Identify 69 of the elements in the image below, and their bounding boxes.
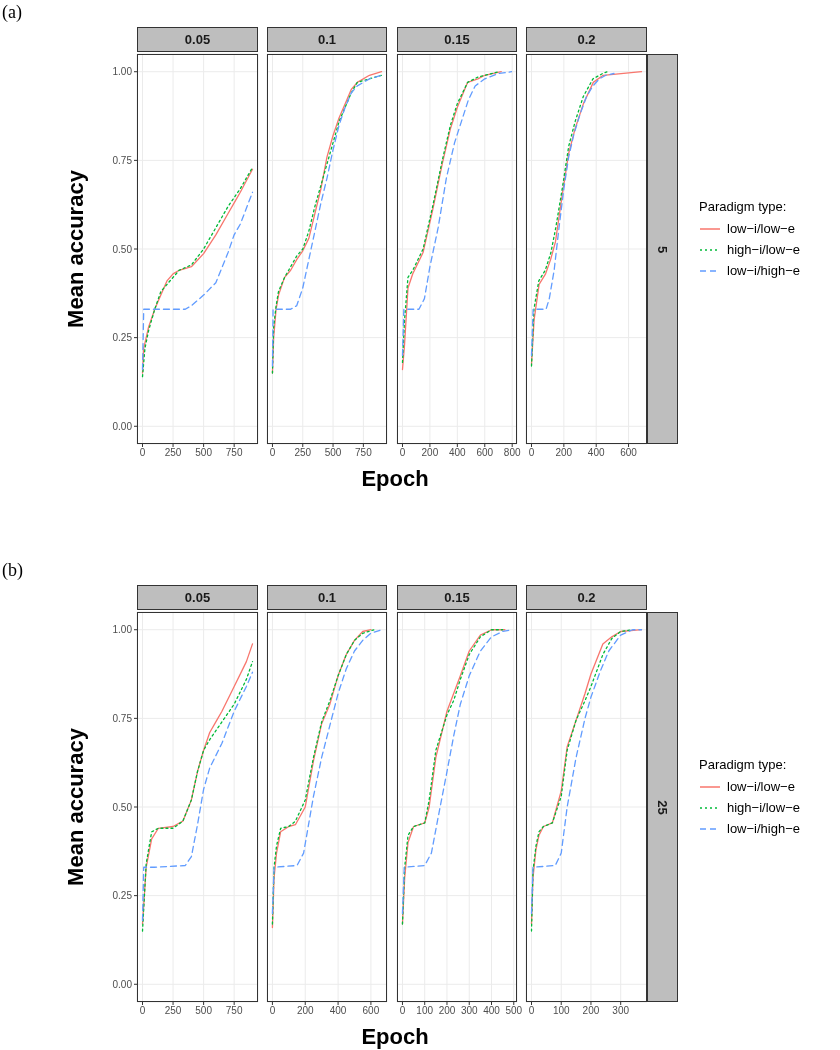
x-tick-label: 300 xyxy=(460,1005,479,1017)
y-tick-label: 0.50 xyxy=(112,801,133,813)
x-tick-label: 200 xyxy=(438,1005,456,1017)
x-axis-title: Epoch xyxy=(360,1024,430,1050)
chart-title: 0.05 xyxy=(137,27,258,52)
y-tick-label: 0.00 xyxy=(112,978,133,990)
y-axis-title: Mean accuracy xyxy=(62,169,88,328)
y-tick-label: 0.00 xyxy=(112,420,133,432)
legend-label: low−i/high−e xyxy=(727,821,800,836)
text: 25 xyxy=(655,799,670,815)
text: (b) xyxy=(2,560,23,581)
y-tick-label: 0.50 xyxy=(112,243,133,255)
legend-title: Paradigm type: xyxy=(699,199,788,214)
y-tick-label: 0.75 xyxy=(112,154,133,166)
legend-label: low−i/low−e xyxy=(727,779,795,794)
chart-title: 0.15 xyxy=(397,585,517,610)
legend-label: high−i/low−e xyxy=(727,800,800,815)
x-tick-label: 500 xyxy=(505,1005,523,1017)
x-tick-label: 250 xyxy=(164,447,182,459)
x-tick-label: 400 xyxy=(329,1005,347,1017)
x-tick-label: 400 xyxy=(587,447,605,459)
x-tick-label: 100 xyxy=(416,1005,434,1017)
chart-title: 0.2 xyxy=(526,585,647,610)
x-tick-label: 200 xyxy=(421,447,439,459)
legend-title: Paradigm type: xyxy=(699,757,788,772)
chart-title: 0.05 xyxy=(137,585,258,610)
x-tick-label: 0 xyxy=(269,447,276,459)
x-tick-label: 750 xyxy=(355,447,373,459)
x-tick-label: 500 xyxy=(195,447,213,459)
x-tick-label: 600 xyxy=(476,447,494,459)
x-tick-label: 0 xyxy=(399,1005,406,1017)
y-tick-label: 1.00 xyxy=(112,624,133,636)
x-tick-label: 800 xyxy=(503,447,521,459)
x-tick-label: 600 xyxy=(362,1005,380,1017)
y-tick-label: 0.25 xyxy=(112,332,133,344)
x-tick-label: 0 xyxy=(399,447,406,459)
y-axis-title: Mean accuracy xyxy=(62,727,88,886)
x-tick-label: 0 xyxy=(528,447,535,459)
x-tick-label: 0 xyxy=(139,1005,146,1017)
x-tick-label: 250 xyxy=(164,1005,182,1017)
chart-title: 0.2 xyxy=(526,27,647,52)
chart-title: 0.15 xyxy=(397,27,517,52)
text: 5 xyxy=(654,245,670,253)
x-axis-title: Epoch xyxy=(360,466,430,492)
y-tick-label: 1.00 xyxy=(112,66,133,78)
x-tick-label: 250 xyxy=(294,447,312,459)
x-tick-label: 0 xyxy=(139,447,146,459)
y-tick-label: 0.75 xyxy=(112,712,133,724)
x-tick-label: 500 xyxy=(195,1005,213,1017)
x-tick-label: 0 xyxy=(269,1005,276,1017)
x-tick-label: 400 xyxy=(449,447,467,459)
legend-label: low−i/low−e xyxy=(727,221,795,236)
legend-label: high−i/low−e xyxy=(727,242,800,257)
x-tick-label: 750 xyxy=(225,447,243,459)
x-tick-label: 200 xyxy=(555,447,573,459)
y-tick-label: 0.25 xyxy=(112,890,133,902)
x-tick-label: 400 xyxy=(483,1005,501,1017)
x-tick-label: 200 xyxy=(582,1005,600,1017)
legend-label: low−i/high−e xyxy=(727,263,800,278)
text: (a) xyxy=(2,2,22,23)
x-tick-label: 750 xyxy=(225,1005,243,1017)
x-tick-label: 500 xyxy=(324,447,342,459)
x-tick-label: 200 xyxy=(296,1005,315,1017)
chart-title: 0.1 xyxy=(267,27,387,52)
x-tick-label: 300 xyxy=(612,1005,630,1017)
x-tick-label: 100 xyxy=(552,1005,571,1017)
x-tick-label: 600 xyxy=(620,447,638,459)
chart-title: 0.1 xyxy=(267,585,387,610)
x-tick-label: 0 xyxy=(528,1005,535,1017)
